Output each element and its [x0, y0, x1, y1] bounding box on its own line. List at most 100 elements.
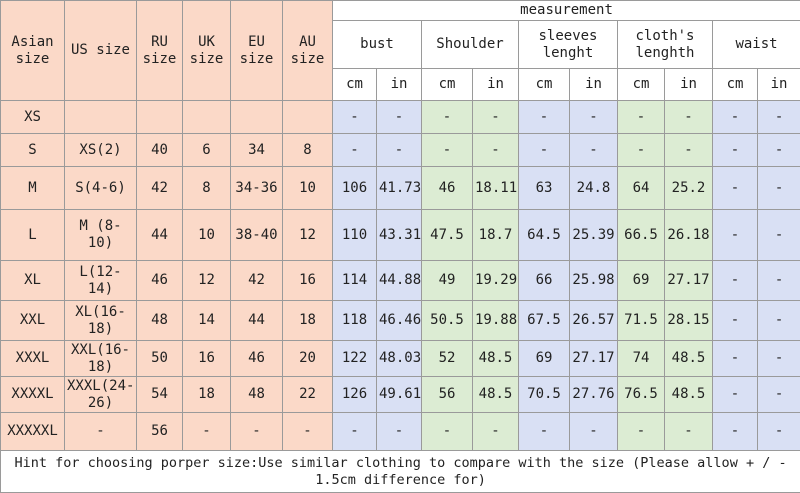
- size-conversion-cell: 46: [231, 341, 283, 377]
- measurement-cell: 27.76: [570, 377, 618, 413]
- unit-header-in: in: [570, 69, 618, 101]
- size-conversion-cell: 54: [137, 377, 183, 413]
- measurement-cell: -: [713, 377, 758, 413]
- measurement-cell: 71.5: [618, 301, 665, 341]
- eu-size-header: EU size: [231, 1, 283, 101]
- size-conversion-cell: 42: [231, 261, 283, 301]
- size-conversion-cell: 34-36: [231, 167, 283, 210]
- size-conversion-cell: 44: [231, 301, 283, 341]
- unit-header-in: in: [665, 69, 713, 101]
- au-size-header: AU size: [283, 1, 333, 101]
- measurement-cell: -: [758, 261, 800, 301]
- unit-header-cm: cm: [333, 69, 377, 101]
- size-conversion-cell: [183, 101, 231, 134]
- measurement-cell: -: [473, 413, 519, 451]
- size-conversion-cell: [231, 101, 283, 134]
- measurement-cell: -: [713, 413, 758, 451]
- measurement-cell: 64.5: [519, 210, 570, 261]
- measurement-cell: 47.5: [422, 210, 473, 261]
- measurement-cell: 43.31: [377, 210, 422, 261]
- sleeves-header: sleeves lenght: [519, 21, 618, 69]
- measurement-cell: 106: [333, 167, 377, 210]
- unit-header-in: in: [377, 69, 422, 101]
- size-conversion-cell: -: [183, 413, 231, 451]
- measurement-cell: 66.5: [618, 210, 665, 261]
- measurement-cell: -: [618, 134, 665, 167]
- size-label-cell: XXXXL: [1, 377, 65, 413]
- size-conversion-cell: 14: [183, 301, 231, 341]
- measurement-cell: 76.5: [618, 377, 665, 413]
- size-conversion-cell: [65, 101, 137, 134]
- measurement-cell: 44.88: [377, 261, 422, 301]
- size-conversion-cell: XXXL(24-26): [65, 377, 137, 413]
- size-conversion-cell: 40: [137, 134, 183, 167]
- measurement-cell: -: [713, 301, 758, 341]
- measurement-cell: -: [333, 413, 377, 451]
- size-conversion-cell: 8: [183, 167, 231, 210]
- size-conversion-cell: 48: [231, 377, 283, 413]
- us-size-header: US size: [65, 1, 137, 101]
- size-conversion-cell: L(12-14): [65, 261, 137, 301]
- measurement-cell: -: [570, 101, 618, 134]
- size-conversion-cell: 46: [137, 261, 183, 301]
- measurement-cell: -: [713, 167, 758, 210]
- measurement-cell: 28.15: [665, 301, 713, 341]
- measurement-cell: 26.18: [665, 210, 713, 261]
- size-conversion-cell: 56: [137, 413, 183, 451]
- measurement-cell: 126: [333, 377, 377, 413]
- measurement-cell: -: [570, 413, 618, 451]
- size-conversion-cell: 22: [283, 377, 333, 413]
- size-conversion-cell: 42: [137, 167, 183, 210]
- size-label-cell: XXXL: [1, 341, 65, 377]
- size-conversion-cell: XXL(16-18): [65, 341, 137, 377]
- measurement-cell: -: [377, 134, 422, 167]
- size-conversion-cell: S(4-6): [65, 167, 137, 210]
- measurement-cell: -: [377, 101, 422, 134]
- measurement-cell: 27.17: [665, 261, 713, 301]
- measurement-cell: 74: [618, 341, 665, 377]
- measurement-cell: -: [758, 101, 800, 134]
- measurement-cell: -: [519, 134, 570, 167]
- size-conversion-cell: [283, 101, 333, 134]
- measurement-cell: 41.73: [377, 167, 422, 210]
- size-label-cell: XXL: [1, 301, 65, 341]
- size-conversion-cell: 18: [283, 301, 333, 341]
- measurement-cell: 46.46: [377, 301, 422, 341]
- unit-header-in: in: [473, 69, 519, 101]
- measurement-cell: -: [473, 101, 519, 134]
- size-conversion-cell: 16: [183, 341, 231, 377]
- measurement-cell: -: [758, 377, 800, 413]
- size-conversion-cell: 6: [183, 134, 231, 167]
- measurement-cell: -: [713, 261, 758, 301]
- size-conversion-cell: 20: [283, 341, 333, 377]
- measurement-cell: -: [570, 134, 618, 167]
- measurement-cell: -: [422, 413, 473, 451]
- measurement-cell: 19.88: [473, 301, 519, 341]
- measurement-cell: 118: [333, 301, 377, 341]
- size-label-cell: XL: [1, 261, 65, 301]
- unit-header-cm: cm: [519, 69, 570, 101]
- size-label-cell: S: [1, 134, 65, 167]
- measurement-cell: 63: [519, 167, 570, 210]
- measurement-cell: 110: [333, 210, 377, 261]
- size-conversion-cell: 16: [283, 261, 333, 301]
- measurement-cell: 48.03: [377, 341, 422, 377]
- measurement-cell: 18.7: [473, 210, 519, 261]
- unit-header-cm: cm: [618, 69, 665, 101]
- size-label-cell: M: [1, 167, 65, 210]
- size-conversion-cell: 50: [137, 341, 183, 377]
- measurement-cell: 48.5: [473, 377, 519, 413]
- asian-size-header: Asian size: [1, 1, 65, 101]
- size-conversion-cell: 18: [183, 377, 231, 413]
- measurement-cell: 48.5: [665, 341, 713, 377]
- measurement-cell: 52: [422, 341, 473, 377]
- measurement-cell: 122: [333, 341, 377, 377]
- shoulder-header: Shoulder: [422, 21, 519, 69]
- measurement-cell: -: [519, 101, 570, 134]
